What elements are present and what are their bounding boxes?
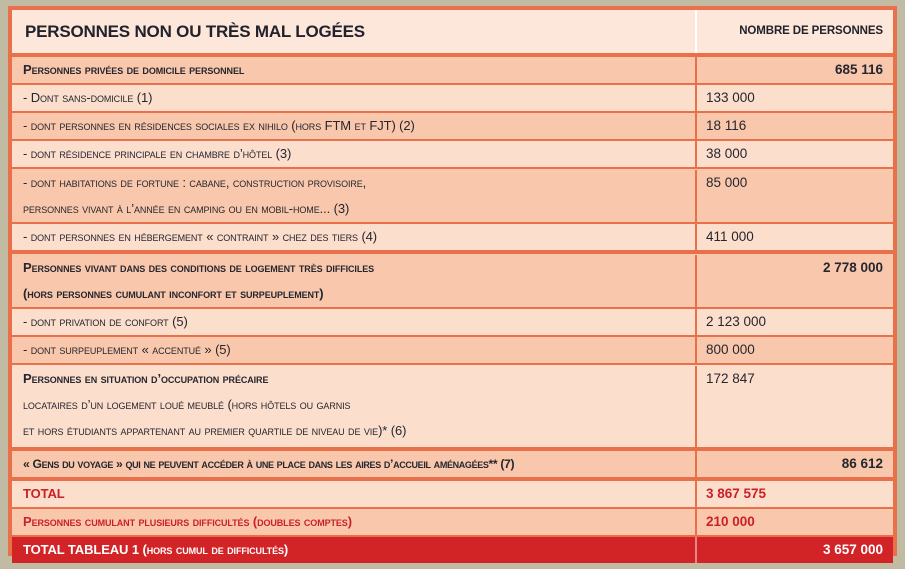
column-divider (695, 337, 697, 363)
table-row-cumul-difficultes: Personnes cumulant plusieurs difficultés… (12, 507, 893, 535)
column-divider (695, 366, 697, 447)
column-divider (695, 255, 697, 307)
table-row-chambre-hotel: - dont résidence principale en chambre d… (12, 139, 893, 167)
table-row-gens-du-voyage: « Gens du voyage » qui ne peuvent accéde… (12, 447, 893, 477)
table-row-habitations-fortune: - dont habitations de fortune : cabane, … (12, 167, 893, 222)
row-label: - dont résidence principale en chambre d… (23, 146, 292, 161)
row-value: 2 778 000 (822, 260, 883, 275)
housing-statistics-table: PERSONNES NON OU TRÈS MAL LOGÉES NOMBRE … (8, 6, 897, 563)
column-divider (695, 10, 697, 53)
column-divider (695, 537, 697, 563)
row-value: 685 116 (834, 62, 883, 77)
table-row-conditions-difficiles: Personnes vivant dans des conditions de … (12, 250, 893, 307)
row-value: 133 000 (706, 90, 755, 105)
row-label: - dont privation de confort (5) (23, 314, 188, 329)
column-divider (695, 481, 697, 507)
row-label: - dont personnes en résidences sociales … (23, 118, 415, 133)
table-row-occupation-precaire: Personnes en situation d’occupation préc… (12, 363, 893, 447)
row-label: TOTAL (23, 486, 65, 501)
row-label: Personnes en situation d’occupation préc… (23, 371, 407, 438)
row-value: 38 000 (706, 146, 748, 161)
row-label: - dont habitations de fortune : cabane, … (23, 175, 367, 216)
column-divider (695, 170, 697, 222)
column-divider (695, 141, 697, 167)
row-value: 86 612 (841, 456, 883, 471)
table-row-total: TOTAL 3 867 575 (12, 477, 893, 507)
table-row-total-tableau-1: TOTAL TABLEAU 1 (hors cumul de difficult… (12, 535, 893, 563)
value-column-header: NOMBRE DE PERSONNES (739, 25, 883, 37)
row-value: 172 847 (706, 371, 755, 386)
row-value: 210 000 (706, 514, 755, 529)
row-label: Personnes cumulant plusieurs difficultés… (23, 514, 352, 529)
row-value: 800 000 (706, 342, 755, 357)
table-row-surpeuplement: - dont surpeuplement « accentué » (5) 80… (12, 335, 893, 363)
table-row-sans-domicile: - Dont sans-domicile (1) 133 000 (12, 83, 893, 111)
column-divider (695, 113, 697, 139)
row-label: - dont surpeuplement « accentué » (5) (23, 342, 231, 357)
row-value: 2 123 000 (706, 314, 767, 329)
row-value: 411 000 (706, 229, 754, 244)
row-label: « Gens du voyage » qui ne peuvent accéde… (23, 457, 515, 471)
row-value: 85 000 (706, 175, 748, 190)
row-label: - dont personnes en hébergement « contra… (23, 229, 378, 244)
table-row-personnes-privees-domicile: Personnes privées de domicile personnel … (12, 53, 893, 83)
column-divider (695, 224, 697, 250)
row-label: Personnes vivant dans des conditions de … (23, 260, 375, 301)
table-row-hebergement-contraint: - dont personnes en hébergement « contra… (12, 222, 893, 250)
row-value: 3 657 000 (822, 542, 883, 557)
column-divider (695, 451, 697, 477)
column-divider (695, 509, 697, 535)
row-label: - Dont sans-domicile (1) (23, 90, 153, 105)
row-value: 3 867 575 (706, 486, 767, 501)
column-divider (695, 57, 697, 83)
row-label: TOTAL TABLEAU 1 (hors cumul de difficult… (23, 542, 289, 557)
table-row-residences-sociales: - dont personnes en résidences sociales … (12, 111, 893, 139)
column-divider (695, 309, 697, 335)
row-value: 18 116 (706, 118, 747, 133)
table-header-row: PERSONNES NON OU TRÈS MAL LOGÉES NOMBRE … (12, 10, 893, 53)
table-row-privation-confort: - dont privation de confort (5) 2 123 00… (12, 307, 893, 335)
column-divider (695, 85, 697, 111)
table-title: PERSONNES NON OU TRÈS MAL LOGÉES (25, 22, 365, 41)
row-label: Personnes privées de domicile personnel (23, 62, 245, 77)
